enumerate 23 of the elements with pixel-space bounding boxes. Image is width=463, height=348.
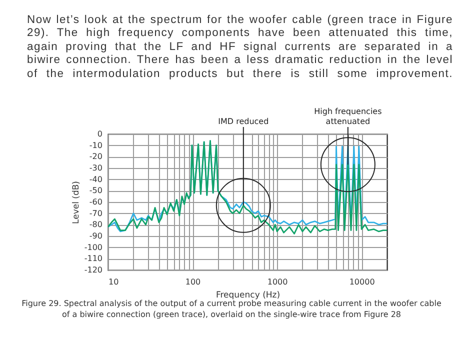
y-tick-label: -90 (89, 232, 102, 240)
text: Now let’s look at the spectrum for the woofer cable (green trace in Figure 29). The high frequency components have been attenuated this time, again proving that the LF and HF signal currents are separated in a biwire connection. There has been a less dramatic reduction in the level of the intermodulation products but there is still some improvement. (27, 14, 453, 82)
y-tick-label: -20 (89, 152, 102, 162)
x-tick-label: 1000 (267, 278, 288, 286)
y-tick-label: -40 (89, 174, 102, 184)
y-tick-label: -10 (89, 140, 102, 150)
x-tick-label: 100 (185, 278, 201, 286)
y-tick-label: -100 (84, 242, 102, 252)
y-tick-label: 0 (97, 130, 102, 138)
caption: Figure 29. Spectral analysis of the output of a current probe measuring cable current in the woofer cable of a biwire connection (green trace), overlaid on the single-wire trace from Figure 28 (20, 299, 442, 320)
y-tick-label: -80 (89, 220, 102, 230)
y-tick-label: -70 (89, 208, 102, 218)
annotation: High frequencies attenuated (314, 107, 382, 126)
x-tick-label: 10000 (349, 278, 375, 286)
x-axis-title: Frequency (Hz) (216, 290, 280, 300)
x-tick-label: 10 (108, 278, 119, 286)
y-tick-label: -120 (84, 266, 102, 274)
y-tick-label: -30 (89, 164, 102, 172)
y-tick-label: -60 (89, 198, 102, 206)
y-tick-label: -110 (84, 254, 102, 264)
y-axis-title: Level (dB) (71, 181, 82, 224)
annotation: IMD reduced (218, 117, 269, 126)
y-tick-label: -50 (89, 186, 102, 196)
